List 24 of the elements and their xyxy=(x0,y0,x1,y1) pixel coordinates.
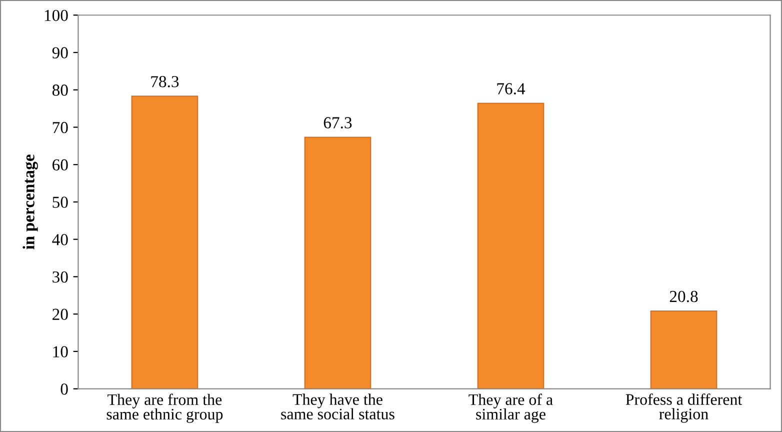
x-tick-label: They are from the same ethnic group xyxy=(106,394,223,423)
y-tick-label: 10 xyxy=(53,346,68,358)
x-tick-label: They have the same social status xyxy=(281,394,394,420)
data-label: 20.8 xyxy=(670,290,698,302)
y-tick-label: 80 xyxy=(52,84,68,96)
y-tick-label: 0 xyxy=(60,384,68,395)
data-label: 76.4 xyxy=(497,83,526,94)
y-tick-label: 20 xyxy=(52,308,68,320)
bar xyxy=(477,102,544,389)
y-axis-title: in percentage xyxy=(22,154,38,250)
x-tick-label: Profess a different religion xyxy=(626,394,742,423)
x-tick-label: They are of a similar age xyxy=(468,394,553,423)
bar xyxy=(131,96,198,389)
y-tick-label: 40 xyxy=(52,234,68,246)
bar xyxy=(304,136,372,389)
y-tick-label: 50 xyxy=(52,196,68,208)
data-label: 67.3 xyxy=(324,117,352,128)
y-tick-label: 60 xyxy=(52,159,68,171)
y-tick-label: 100 xyxy=(44,10,68,22)
data-label: 78.3 xyxy=(151,76,179,88)
y-tick-label: 30 xyxy=(52,271,68,283)
y-tick-label: 70 xyxy=(52,122,68,134)
y-tick-label: 90 xyxy=(52,47,68,58)
bar xyxy=(650,310,718,389)
